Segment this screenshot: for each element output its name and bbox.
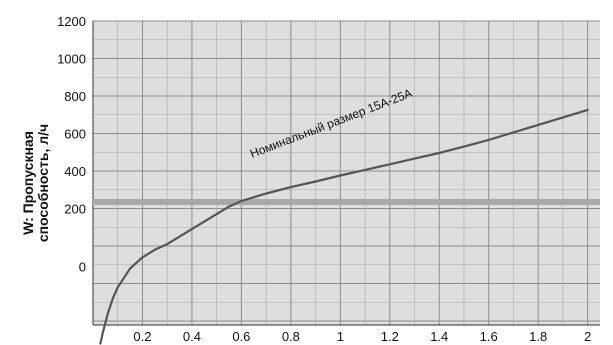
x-tick-label: 1 <box>337 329 344 344</box>
grid <box>92 20 600 326</box>
x-tick-label: 0.2 <box>133 329 151 344</box>
y-axis-label: W: Пропускная способность, л/ч <box>20 124 51 242</box>
y-axis-label-line-1: W: Пропускная <box>20 131 36 235</box>
y-tick-labels: 1200 1000 800 600 400 200 0 <box>57 14 86 275</box>
x-tick-label: 0.8 <box>282 329 300 344</box>
y-tick-label: 200 <box>64 202 86 217</box>
y-tick-label: 400 <box>64 164 86 179</box>
x-tick-label: 0.4 <box>183 329 201 344</box>
series-line <box>99 108 589 345</box>
x-tick-label: 1.4 <box>430 329 448 344</box>
y-tick-label: 800 <box>64 89 86 104</box>
y-axis-label-line-2: способность, л/ч <box>35 124 51 242</box>
x-tick-label: 1.8 <box>529 329 547 344</box>
x-tick-label: 1.2 <box>381 329 399 344</box>
x-tick-label: 2 <box>584 329 591 344</box>
x-tick-label: 1.6 <box>480 329 498 344</box>
x-tick-labels: 0.2 0.4 0.6 0.8 1 1.2 1.4 1.6 1.8 2 <box>133 329 591 344</box>
y-tick-label: 1000 <box>57 52 86 67</box>
x-tick-label: 0.6 <box>232 329 250 344</box>
y-tick-label: 1200 <box>57 14 86 29</box>
y-tick-label: 600 <box>64 127 86 142</box>
axis-band <box>93 199 600 205</box>
y-tick-label: 0 <box>79 260 86 275</box>
